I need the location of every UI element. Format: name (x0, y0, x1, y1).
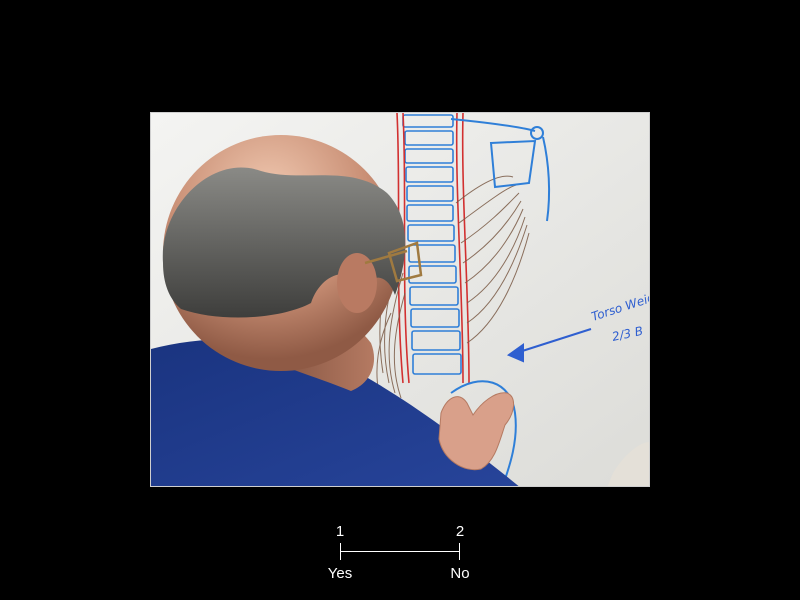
eyeglasses (364, 241, 423, 283)
scale-number-1: 1 (335, 523, 345, 540)
annotation-line-2: 2/3 B (611, 324, 645, 344)
photo-illustration: Torso Weig 2/3 B (151, 113, 649, 486)
annotation-arrow (506, 328, 592, 363)
person-hair (162, 167, 406, 318)
scale-label-no[interactable]: No (450, 565, 470, 582)
whiteboard-photo: Torso Weig 2/3 B (150, 112, 650, 487)
scale-tick-right (459, 543, 460, 560)
scale-number-2: 2 (455, 523, 465, 540)
scale-label-yes[interactable]: Yes (327, 565, 353, 582)
spine-drawing (402, 114, 462, 375)
person-ear (337, 253, 377, 313)
scale-tick-left (340, 543, 341, 560)
person-hand (438, 392, 514, 471)
cushion (607, 442, 649, 486)
person-shirt (151, 338, 519, 486)
shoulder-drawing (450, 118, 551, 222)
scale-axis-line (340, 551, 460, 552)
